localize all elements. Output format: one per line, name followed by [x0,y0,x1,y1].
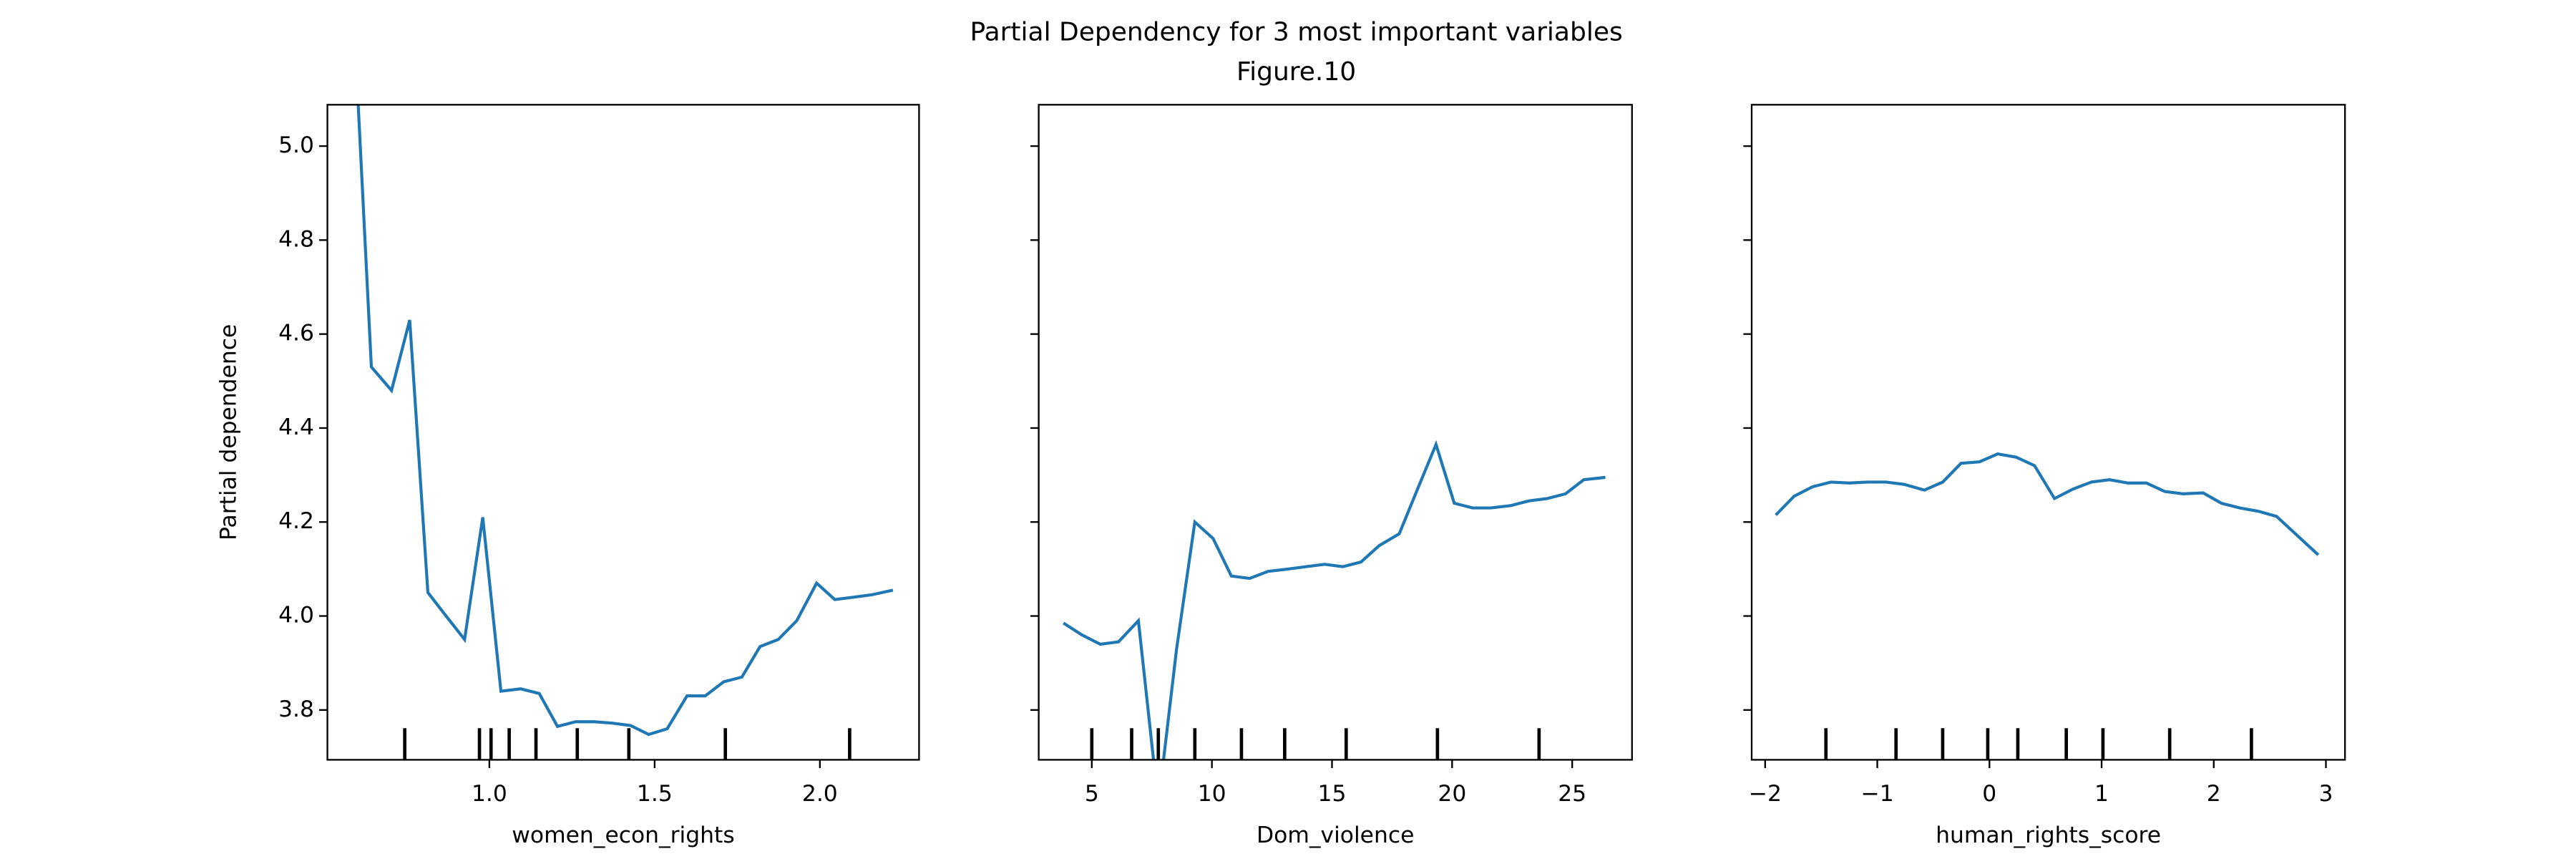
x-tick-label: 1 [2094,781,2109,807]
x-tick-label: 2 [2207,781,2221,807]
x-tick-label: 10 [1198,781,1226,807]
x-tick-label: 0 [1982,781,1996,807]
x-tick-label: 2.0 [802,781,838,807]
y-tick-label: 4.2 [278,508,314,534]
figure-subtitle: Figure.10 [1236,57,1356,87]
y-tick-label: 5.0 [278,132,314,158]
y-axis-label: Partial dependence [216,324,242,540]
x-tick-label: 3 [2319,781,2333,807]
axes-frame [326,104,920,761]
axes-frame [1038,104,1633,761]
x-tick-label: 5 [1085,781,1099,807]
x-tick-label: 1.0 [472,781,507,807]
x-tick-label: 15 [1318,781,1347,807]
y-tick-label: 4.8 [278,226,314,252]
y-tick-label: 4.6 [278,321,314,346]
x-tick-label: −2 [1749,781,1782,807]
x-tick-label: 25 [1558,781,1586,807]
y-tick-label: 4.0 [278,603,314,629]
y-tick-label: 3.8 [278,697,314,722]
figure-title: Partial Dependency for 3 most important … [970,17,1623,47]
x-tick-label: 1.5 [637,781,673,807]
x-axis-label: Dom_violence [1257,822,1414,848]
x-axis-label: human_rights_score [1936,822,2161,848]
pd-line [1775,452,2320,556]
y-tick-label: 4.4 [278,414,314,440]
axes-frame [1750,104,2346,761]
x-tick-label: 20 [1438,781,1466,807]
x-axis-label: women_econ_rights [512,822,734,848]
x-tick-label: −1 [1860,781,1893,807]
pd-line [356,105,894,737]
pd-line [1063,440,1606,760]
